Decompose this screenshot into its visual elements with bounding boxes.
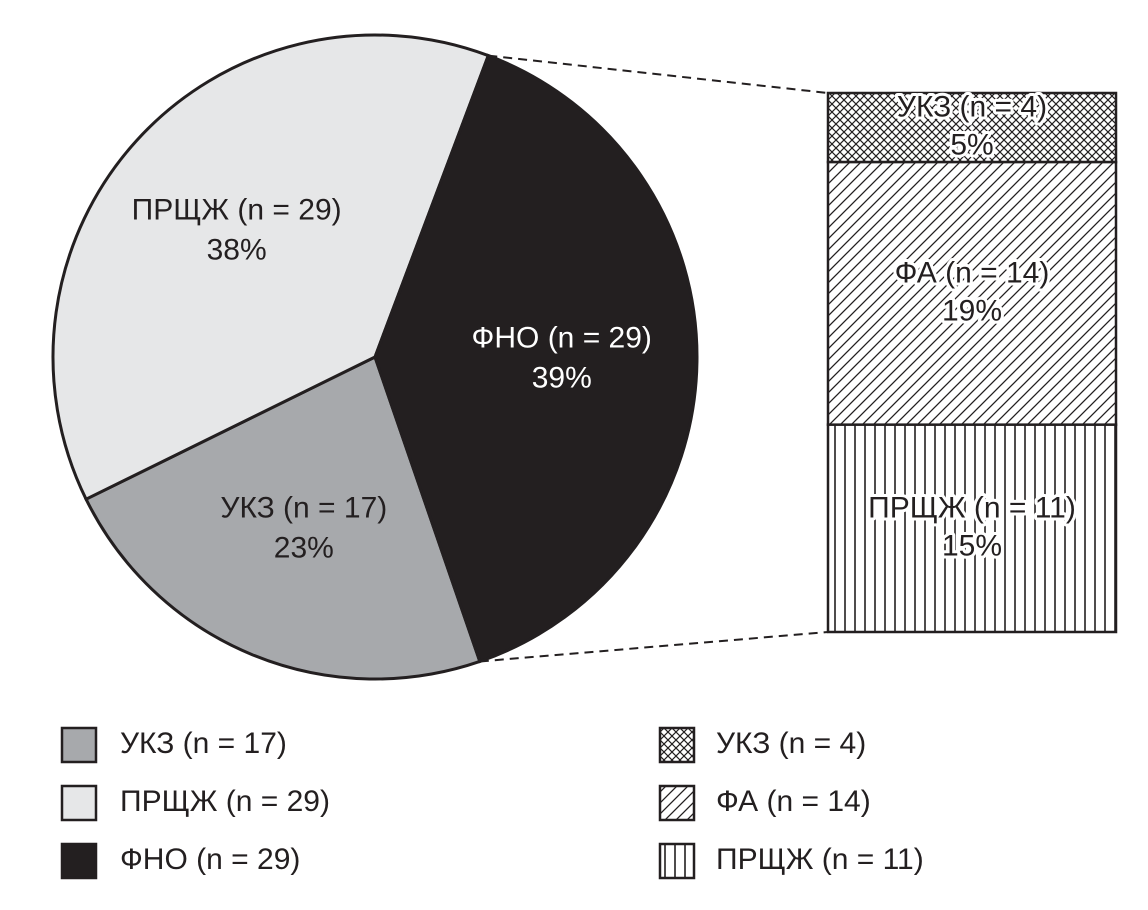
slice-label: ПРЩЖ (n = 29) <box>132 193 342 226</box>
legend-swatch <box>60 726 98 764</box>
bar-label: УКЗ (n = 4) <box>897 90 1047 123</box>
bar-label: ПРЩЖ (n = 11) <box>868 491 1076 524</box>
legend-label: ПРЩЖ (n = 29) <box>120 785 330 818</box>
slice-value-label: 38% <box>207 233 267 266</box>
bar-segment <box>826 160 1118 426</box>
pie-slice <box>373 53 699 664</box>
pie-slice <box>51 33 491 502</box>
slice-label: УКЗ (n = 17) <box>220 492 387 525</box>
connector-line <box>479 631 829 663</box>
legend-swatch <box>658 784 696 822</box>
legend-label: ФА (n = 14) <box>716 785 871 818</box>
pie-slice <box>84 354 482 681</box>
bar-value-label: 5% <box>950 128 993 161</box>
legend-label: УКЗ (n = 4) <box>716 727 866 760</box>
slice-value-label: 23% <box>274 532 334 565</box>
legend-swatch <box>60 784 98 822</box>
legend-label: ФНО (n = 29) <box>120 843 300 876</box>
legend-swatch <box>60 842 98 880</box>
connector-line <box>488 54 829 94</box>
bar-segment <box>826 91 1118 164</box>
bar-label: ФА (n = 14) <box>895 256 1050 289</box>
bar-segment <box>826 423 1118 634</box>
slice-value-label: 39% <box>532 362 592 395</box>
bar-value-label: 15% <box>942 529 1002 562</box>
bar-value-label: 19% <box>942 294 1002 327</box>
legend-swatch <box>658 726 696 764</box>
legend-label: ПРЩЖ (n = 11) <box>716 843 924 876</box>
legend-swatch <box>658 842 696 880</box>
legend-label: УКЗ (n = 17) <box>120 727 287 760</box>
slice-label: ФНО (n = 29) <box>472 322 652 355</box>
